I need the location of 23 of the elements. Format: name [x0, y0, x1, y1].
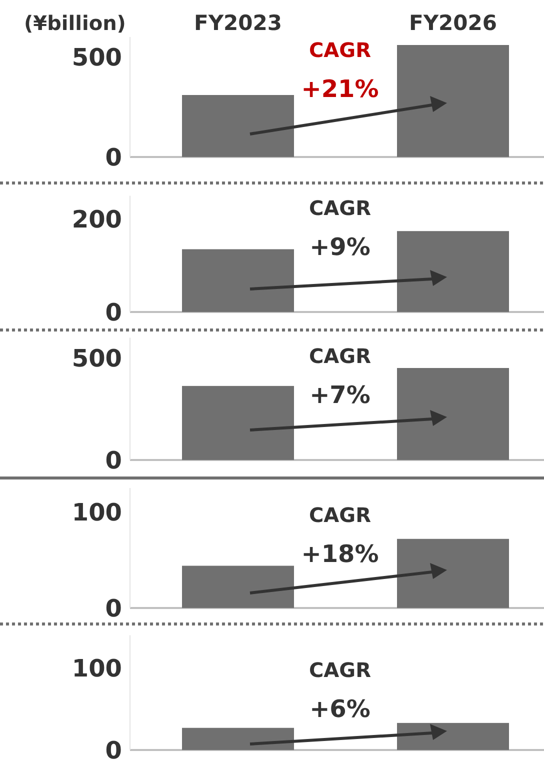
y-tick-label: 0 — [105, 143, 122, 172]
y-tick-label: 100 — [72, 654, 122, 682]
annotation: CAGR — [309, 38, 371, 62]
y-tick-label: 200 — [72, 205, 122, 234]
annotation: CAGR — [309, 196, 371, 220]
annotation: CAGR — [309, 503, 371, 527]
y-tick-label: 500 — [72, 43, 122, 72]
y-tick-label: 0 — [105, 446, 122, 474]
annotation: +9% — [310, 233, 370, 261]
annotation: +7% — [310, 381, 370, 409]
y-tick-label: 100 — [72, 498, 122, 526]
annotation: +6% — [310, 695, 370, 723]
annotation: +21% — [301, 75, 379, 103]
y-tick-label: 500 — [72, 344, 122, 372]
annotation: +18% — [301, 540, 379, 568]
y-tick-label: 0 — [105, 736, 122, 761]
y-tick-label: 0 — [105, 594, 122, 622]
annotation: CAGR — [309, 658, 371, 682]
x-tick-label: FY2026 — [409, 11, 497, 35]
y-axis-title: (¥billion) — [24, 11, 126, 35]
annotation: CAGR — [309, 344, 371, 368]
y-tick-label: 0 — [105, 298, 122, 326]
x-tick-label: FY2023 — [194, 11, 282, 35]
